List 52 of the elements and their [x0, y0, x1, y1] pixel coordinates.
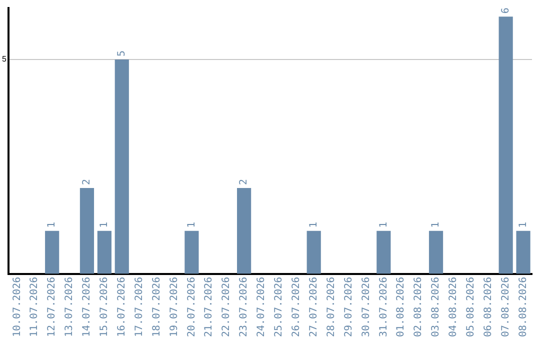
x-tick-label: 12.07.2026: [46, 276, 58, 338]
x-tick-label: 10.07.2026: [12, 276, 23, 338]
bar: [80, 188, 94, 274]
x-tick-label: 24.07.2026: [256, 276, 268, 338]
x-tick-label: 06.08.2026: [482, 276, 494, 338]
x-tick-label: 26.07.2026: [290, 276, 302, 338]
bar: [45, 230, 60, 274]
data-label: 1: [518, 222, 529, 228]
x-tick-label: 17.07.2026: [134, 276, 145, 338]
data-label: 5: [116, 50, 128, 56]
x-tick-label: 01.08.2026: [396, 276, 407, 338]
x-tick-label: 22.07.2026: [221, 276, 232, 338]
x-tick-label: 02.08.2026: [413, 276, 424, 338]
x-tick-label: 29.07.2026: [343, 276, 354, 338]
data-label: 1: [46, 222, 58, 228]
x-tick-label: 18.07.2026: [151, 276, 162, 338]
x-tick-label: 28.07.2026: [326, 276, 337, 338]
x-tick-label: 27.07.2026: [308, 276, 320, 338]
data-label: 2: [82, 179, 93, 186]
x-tick-label: 20.07.2026: [186, 276, 198, 338]
data-label: 1: [430, 222, 442, 228]
x-tick-label: 14.07.2026: [82, 276, 93, 338]
x-tick-label: 11.07.2026: [29, 276, 40, 338]
data-label: 1: [378, 222, 390, 228]
bar: [516, 230, 530, 274]
x-tick-label: 15.07.2026: [99, 276, 110, 338]
x-tick-label: 08.08.2026: [518, 276, 529, 338]
x-tick-label: 03.08.2026: [430, 276, 442, 338]
data-label: 6: [500, 8, 512, 14]
bar: [237, 188, 252, 274]
bar: [498, 16, 513, 274]
data-label: 1: [186, 222, 198, 228]
x-tick-label: 23.07.2026: [238, 276, 250, 338]
bar: [376, 230, 391, 274]
x-tick-label: 07.08.2026: [500, 276, 512, 338]
data-label: 1: [99, 222, 110, 228]
x-tick-label: 31.07.2026: [378, 276, 390, 338]
x-tick-label: 16.07.2026: [116, 276, 128, 338]
x-tick-label: 25.07.2026: [274, 276, 285, 338]
bar: [114, 59, 129, 274]
bar: [184, 230, 199, 274]
bar: [306, 230, 321, 274]
bar: [97, 230, 112, 274]
x-tick-label: 13.07.2026: [64, 276, 76, 338]
x-tick-label: 04.08.2026: [448, 276, 460, 338]
x-tick-label: 30.07.2026: [360, 276, 372, 338]
x-tick-label: 05.08.2026: [466, 276, 477, 338]
x-tick-label: 21.07.2026: [204, 276, 215, 338]
bar: [428, 230, 444, 274]
data-label: 1: [308, 222, 320, 228]
x-tick-label: 19.07.2026: [168, 276, 180, 338]
data-label: 2: [238, 179, 250, 186]
